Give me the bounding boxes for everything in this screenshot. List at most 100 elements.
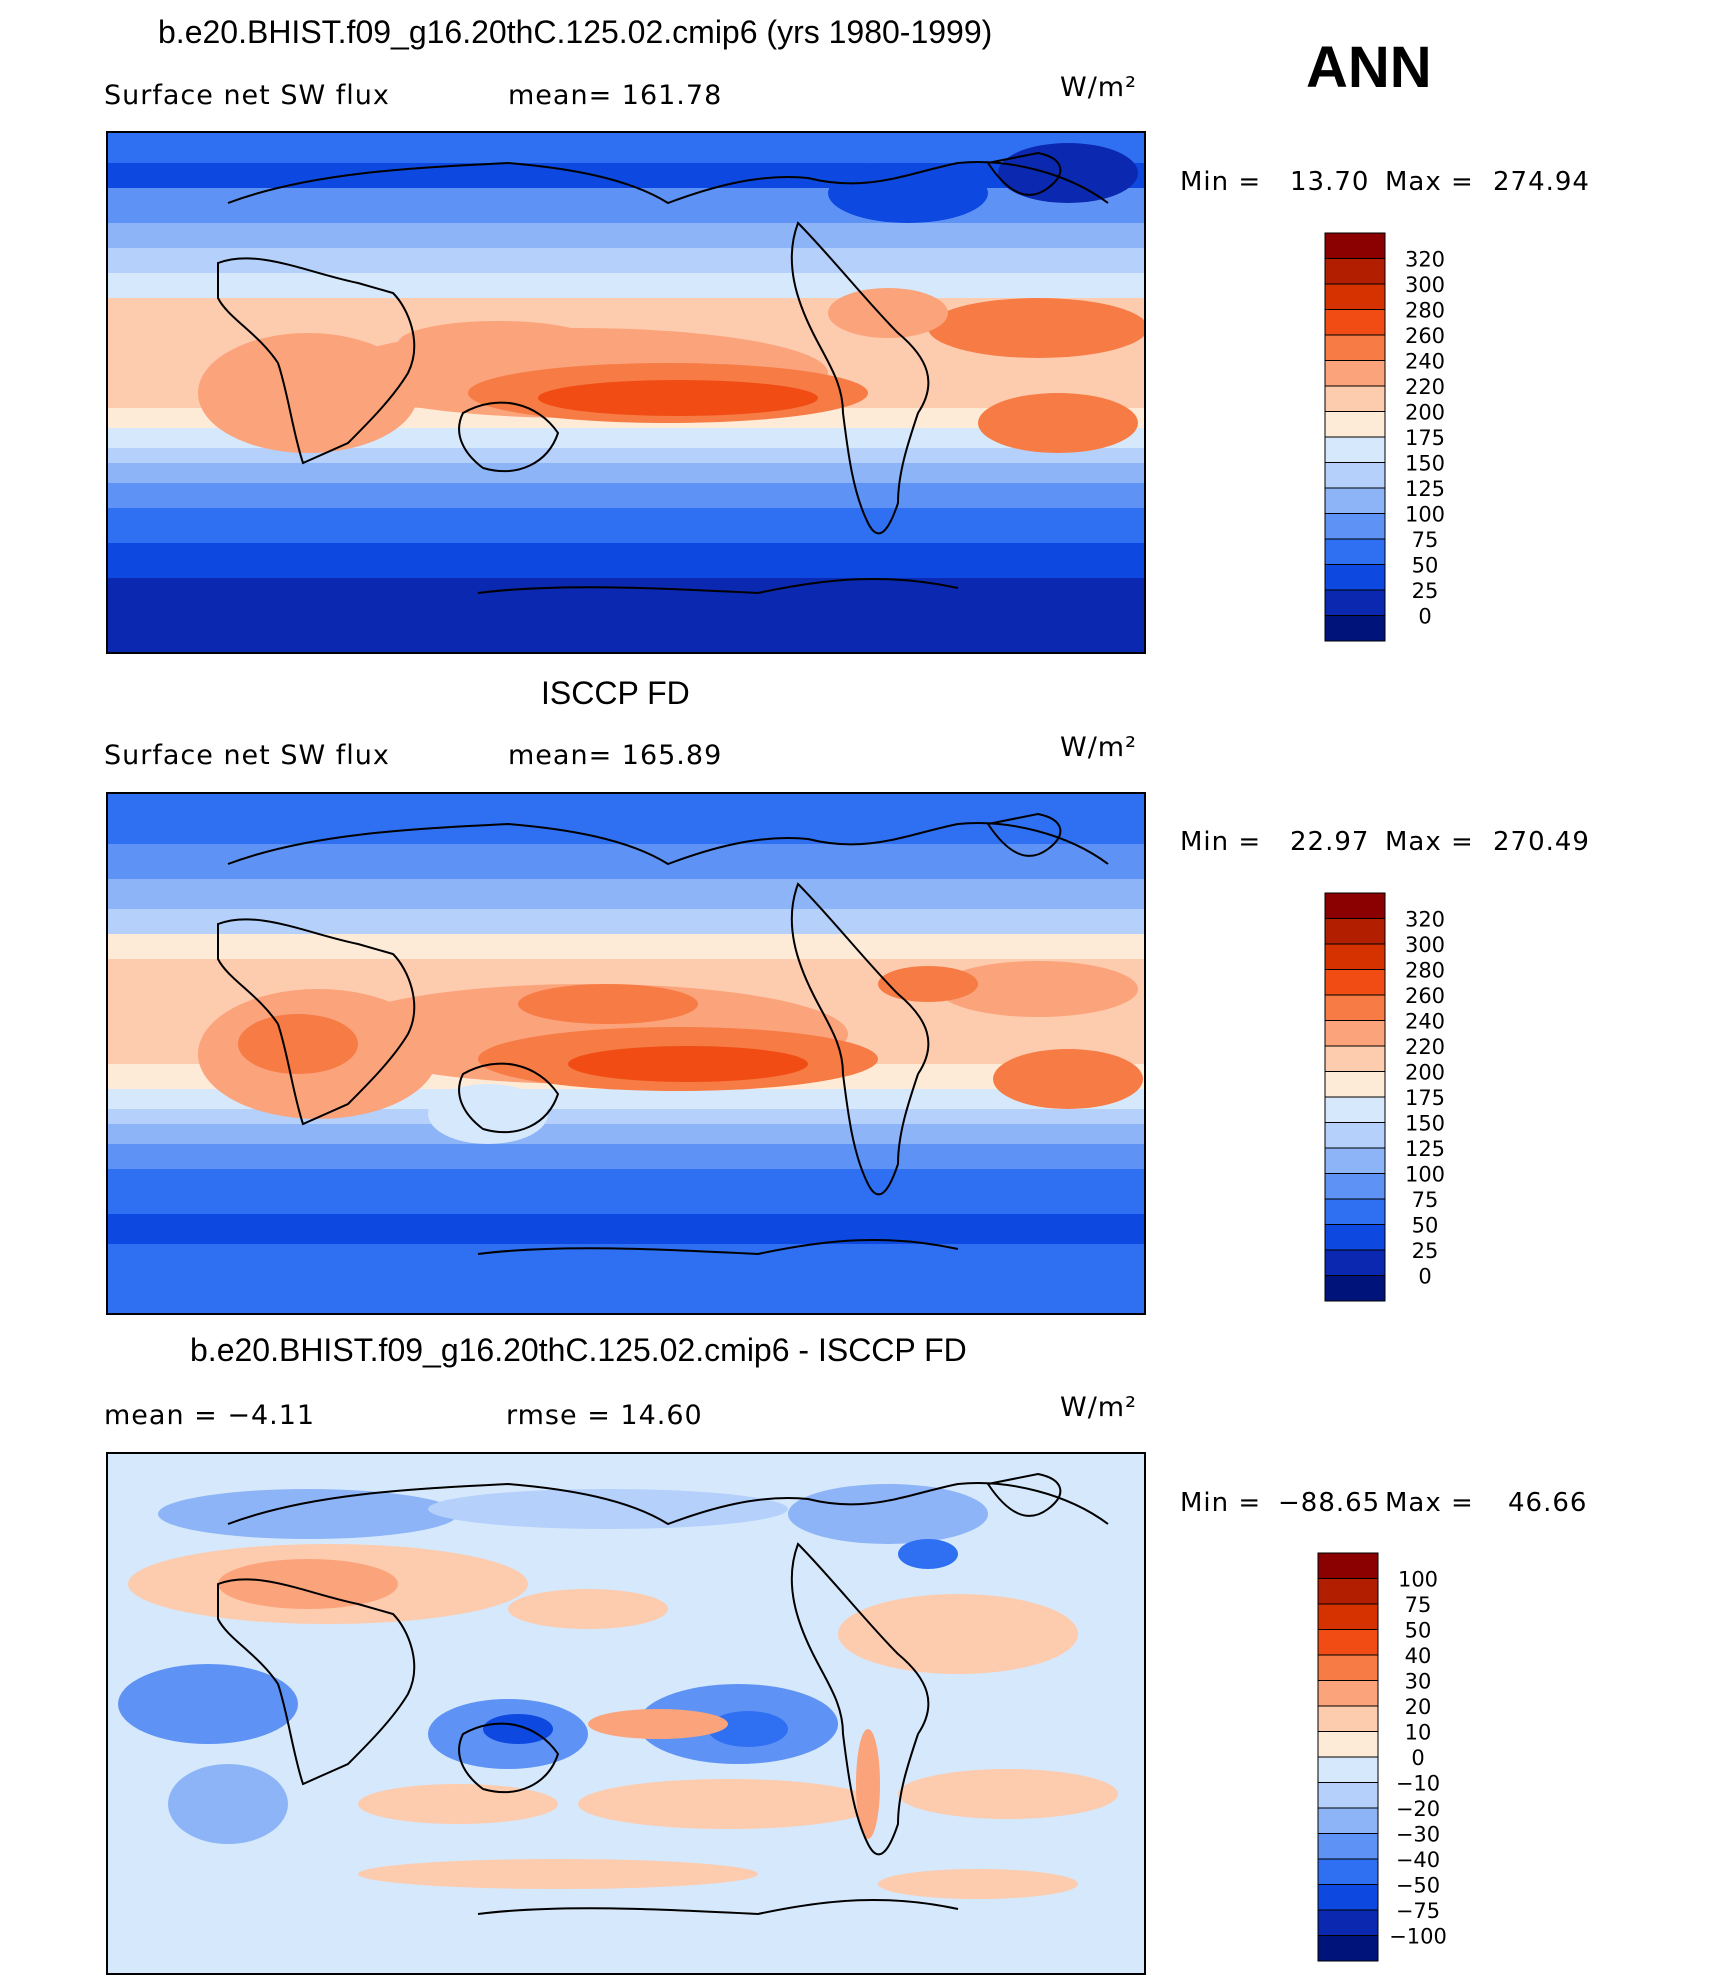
- colorbar-tick-label: 25: [1412, 579, 1439, 603]
- colorbar-swatch: [1324, 283, 1386, 310]
- colorbar-tick-label: 320: [1405, 248, 1445, 272]
- colorbar-swatch: [1324, 232, 1386, 259]
- colorbar-tick-label: −10: [1396, 1772, 1440, 1796]
- colorbar-tick-label: 30: [1405, 1670, 1432, 1694]
- colorbar-swatch: [1324, 436, 1386, 463]
- colorbar-swatch: [1324, 513, 1386, 540]
- panel-1-title: b.e20.BHIST.f09_g16.20thC.125.02.cmip6 (…: [158, 14, 993, 50]
- colorbar-swatch: [1324, 385, 1386, 412]
- panel-1-min-label: Min =: [1180, 167, 1262, 197]
- colorbar-tick-label: −100: [1389, 1925, 1447, 1949]
- panel-3-map: [106, 1452, 1146, 1975]
- season-label: ANN: [1306, 35, 1432, 100]
- colorbar-swatch: [1324, 1198, 1386, 1225]
- colorbar-tick-label: 220: [1405, 1035, 1445, 1059]
- colorbar-tick-label: 0: [1411, 1746, 1424, 1770]
- colorbar-tick-label: 240: [1405, 1010, 1445, 1034]
- colorbar-tick-label: 100: [1398, 1568, 1438, 1592]
- panel-1-variable-label: Surface net SW flux: [104, 80, 390, 111]
- colorbar-tick-label: −40: [1396, 1848, 1440, 1872]
- colorbar-tick-label: 300: [1405, 273, 1445, 297]
- colorbar-swatch: [1317, 1552, 1379, 1579]
- colorbar-swatch: [1317, 1731, 1379, 1758]
- colorbar-tick-label: 40: [1405, 1644, 1432, 1668]
- colorbar-swatch: [1324, 360, 1386, 387]
- colorbar-swatch: [1324, 462, 1386, 489]
- colorbar-tick-label: 20: [1405, 1695, 1432, 1719]
- colorbar-tick-label: 0: [1418, 605, 1431, 629]
- colorbar-swatch: [1317, 1629, 1379, 1656]
- colorbar-tick-label: 150: [1405, 1112, 1445, 1136]
- panel-3-colorbar: 100 75 50 40 30 20 10 0 −10 −20 −30 −40 −50 −75 −100: [1317, 1552, 1508, 1963]
- panel-2-mean-label: mean= 165.89: [508, 740, 723, 771]
- colorbar-swatch: [1317, 1858, 1379, 1885]
- colorbar-swatch: [1324, 1173, 1386, 1200]
- panel-3-title: b.e20.BHIST.f09_g16.20thC.125.02.cmip6 -…: [190, 1332, 967, 1368]
- panel-3-max-label: Max =: [1385, 1488, 1474, 1518]
- colorbar-swatch: [1324, 487, 1386, 514]
- panel-2-map: [106, 792, 1146, 1315]
- colorbar-swatch: [1324, 1096, 1386, 1123]
- colorbar-tick-label: 175: [1405, 1086, 1445, 1110]
- colorbar-swatch: [1317, 1603, 1379, 1630]
- panel-1-colorbar: 320 300 280 260 240 220 200 175 150 125 100 75 50 25 0: [1324, 232, 1505, 643]
- panel-2-title: ISCCP FD: [541, 675, 690, 711]
- colorbar-tick-label: 10: [1405, 1721, 1432, 1745]
- colorbar-tick-label: 50: [1412, 554, 1439, 578]
- colorbar-tick-label: 100: [1405, 503, 1445, 527]
- panel-3-min-value: −88.65: [1278, 1488, 1381, 1518]
- colorbar-tick-label: −20: [1396, 1797, 1440, 1821]
- colorbar-swatch: [1317, 1578, 1379, 1605]
- colorbar-tick-label: 75: [1412, 528, 1439, 552]
- colorbar-swatch: [1324, 589, 1386, 616]
- colorbar-swatch: [1324, 1224, 1386, 1251]
- panel-1-max-value: 274.94: [1493, 167, 1590, 197]
- colorbar-swatch: [1324, 1249, 1386, 1276]
- panel-2-max-value: 270.49: [1493, 827, 1590, 857]
- panel-3-rmse-label: rmse = 14.60: [506, 1400, 703, 1431]
- panel-2-units: W/m²: [1060, 732, 1137, 763]
- colorbar-swatch: [1324, 892, 1386, 919]
- colorbar-swatch: [1324, 309, 1386, 336]
- panel-2-min-value: 22.97: [1290, 827, 1370, 857]
- colorbar-swatch: [1317, 1884, 1379, 1911]
- colorbar-swatch: [1324, 615, 1386, 642]
- colorbar-tick-label: 200: [1405, 401, 1445, 425]
- colorbar-tick-label: 150: [1405, 452, 1445, 476]
- colorbar-swatch: [1324, 1020, 1386, 1047]
- colorbar-tick-label: 125: [1405, 477, 1445, 501]
- panel-3-max-value: 46.66: [1508, 1488, 1588, 1518]
- colorbar-swatch: [1324, 538, 1386, 565]
- colorbar-tick-label: 280: [1405, 299, 1445, 323]
- panel-2-variable-label: Surface net SW flux: [104, 740, 390, 771]
- panel-1-min-value: 13.70: [1290, 167, 1370, 197]
- colorbar-swatch: [1324, 969, 1386, 996]
- panel-1-mean-label: mean= 161.78: [508, 80, 723, 111]
- colorbar-tick-label: 75: [1405, 1593, 1432, 1617]
- colorbar-tick-label: 260: [1405, 324, 1445, 348]
- colorbar-swatch: [1324, 1071, 1386, 1098]
- colorbar-swatch: [1317, 1807, 1379, 1834]
- colorbar-tick-label: 175: [1405, 426, 1445, 450]
- panel-2-min-label: Min =: [1180, 827, 1262, 857]
- colorbar-tick-label: 200: [1405, 1061, 1445, 1085]
- colorbar-swatch: [1324, 1122, 1386, 1149]
- colorbar-tick-label: 260: [1405, 984, 1445, 1008]
- colorbar-tick-label: 220: [1405, 375, 1445, 399]
- colorbar-swatch: [1324, 1147, 1386, 1174]
- colorbar-swatch: [1324, 258, 1386, 285]
- panel-1-max-label: Max =: [1385, 167, 1474, 197]
- colorbar-tick-label: 240: [1405, 350, 1445, 374]
- colorbar-tick-label: 125: [1405, 1137, 1445, 1161]
- panel-2-colorbar: 320 300 280 260 240 220 200 175 150 125 100 75 50 25 0: [1324, 892, 1505, 1303]
- colorbar-tick-label: 280: [1405, 959, 1445, 983]
- colorbar-tick-label: 25: [1412, 1239, 1439, 1263]
- colorbar-swatch: [1324, 1045, 1386, 1072]
- colorbar-swatch: [1317, 1833, 1379, 1860]
- colorbar-swatch: [1317, 1654, 1379, 1681]
- panel-3-min-label: Min =: [1180, 1488, 1262, 1518]
- panel-1-map: [106, 131, 1146, 654]
- colorbar-tick-label: 75: [1412, 1188, 1439, 1212]
- colorbar-swatch: [1324, 918, 1386, 945]
- colorbar-swatch: [1317, 1680, 1379, 1707]
